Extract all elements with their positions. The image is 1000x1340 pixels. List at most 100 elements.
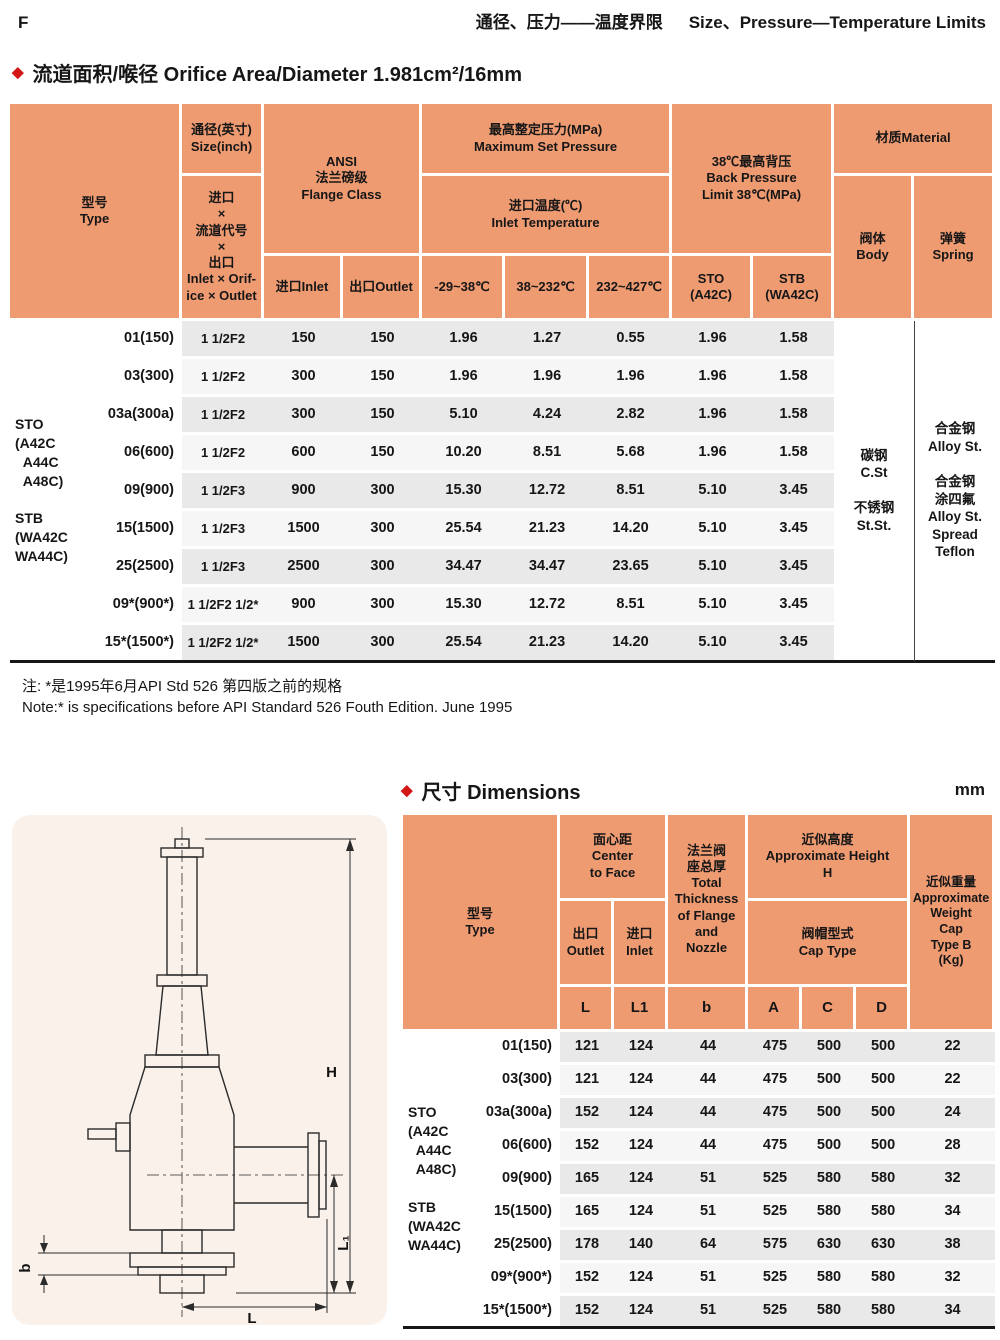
header-temp-range-2: 38~232℃ [505,256,590,321]
header-max-set-pressure: 最高整定压力(MPa) Maximum Set Pressure [422,104,673,176]
data-cell: 475 [748,1131,803,1164]
data-cell: 1 1/2F2 [182,397,265,435]
data-cell: 500 [802,1131,857,1164]
data-cell: 25.54 [422,511,506,549]
data-cell: 152 [560,1098,615,1131]
data-cell: 32 [910,1164,996,1197]
data-cell: 5.10 [672,511,754,549]
data-row: 06(600) 1 1/2F2 600 150 10.20 8.51 5.68 … [10,435,995,473]
data-row: STO (A42C A44C A48C) STB (WA42C WA44C) 0… [403,1032,996,1329]
data-cell: 3.45 [753,511,835,549]
type-cell: 25(2500) [455,1230,561,1263]
data-cell: 15.30 [422,587,506,625]
data-cell: 3.45 [753,587,835,625]
data-cell: 150 [343,397,423,435]
data-cell: 10.20 [422,435,506,473]
data-cell: 525 [748,1296,803,1329]
data-cell: 140 [614,1230,669,1263]
body-material-cell: 碳钢 C.St 不锈钢 St.St. [834,321,915,663]
data-row: 03a(300a) 152 124 44 475 500 500 24 [403,1098,996,1131]
header-inlet: 进口Inlet [264,256,344,321]
data-row: 09*(900*) 152 124 51 525 580 580 32 [403,1263,996,1296]
data-cell: 12.72 [505,473,590,511]
data-cell: 1.96 [672,359,754,397]
data-cell: 630 [802,1230,857,1263]
page-header: F 通径、压力——温度界限 Size、Pressure—Temperature L… [18,8,986,33]
header-spring: 弹簧 Spring [914,176,996,321]
data-cell: 24 [910,1098,996,1131]
data-cell: 124 [614,1098,669,1131]
page-title-cn: 通径、压力——温度界限 [475,13,663,32]
data-row: 25(2500) 178 140 64 575 630 630 38 [403,1230,996,1263]
section2-title-text: 尺寸 Dimensions [421,782,581,804]
header-outlet: 出口Outlet [343,256,423,321]
data-cell: 1500 [264,625,344,663]
data-cell: 8.51 [589,587,673,625]
type-cell: 09*(900*) [455,1263,561,1296]
data-cell: 14.20 [589,511,673,549]
data-row: 06(600) 152 124 44 475 500 500 28 [403,1131,996,1164]
type-cell: 06(600) [88,435,183,473]
section1-title-text: 流道面积/喉径 Orifice Area/Diameter 1.981cm²/1… [32,64,522,86]
data-cell: 1 1/2F3 [182,511,265,549]
table1-notes: 注: *是1995年6月API Std 526 第四版之前的规格 Note:* … [22,676,512,719]
type-cell: 15*(1500*) [455,1296,561,1329]
dim-label-l: L [247,1310,256,1325]
header-approx-weight: 近似重量 Approximate Weight Cap Type B (Kg) [910,815,996,1032]
data-cell: 1.58 [753,435,835,473]
data-cell: 21.23 [505,511,590,549]
data-cell: 575 [748,1230,803,1263]
data-cell: 475 [748,1065,803,1098]
dim-label-l1: L₁ [335,1235,352,1250]
data-cell: 1.96 [672,397,754,435]
data-cell: 121 [560,1065,615,1098]
data-cell: 300 [343,473,423,511]
dim-label-b: b [17,1263,34,1272]
data-cell: 580 [856,1296,911,1329]
data-cell: 1.96 [422,359,506,397]
data-cell: 475 [748,1032,803,1065]
data-cell: 5.10 [672,549,754,587]
data-cell: 1 1/2F2 [182,435,265,473]
data-row: 09(900) 165 124 51 525 580 580 32 [403,1164,996,1197]
page-title-en: Size、Pressure—Temperature Limits [688,13,986,32]
header-temp-range-3: 232~427℃ [589,256,673,321]
header-material: 材质Material [834,104,996,176]
data-cell: 580 [856,1164,911,1197]
header-letter-c: C [802,987,857,1032]
data-cell: 150 [343,321,423,359]
header-letter-a: A [748,987,803,1032]
data-cell: 3.45 [753,625,835,663]
diamond-icon: ◆ [401,782,413,799]
data-cell: 5.10 [672,473,754,511]
note-line-en: Note:* is specifications before API Stan… [22,699,513,717]
pressure-temperature-table: 型号 Type 通径(英寸) Size(inch) ANSI 法兰磅级 Flan… [10,104,996,663]
dimension-l1: L₁ [330,1175,352,1293]
data-cell: 500 [856,1131,911,1164]
valve-diagram-panel: H L₁ L [12,815,387,1325]
data-cell: 150 [343,359,423,397]
header-body: 阀体 Body [834,176,915,321]
dimension-l: L [182,1219,328,1325]
header-letter-b: b [668,987,749,1032]
data-cell: 580 [802,1296,857,1329]
data-cell: 1 1/2F3 [182,549,265,587]
data-cell: 630 [856,1230,911,1263]
header-back-pressure: 38℃最高背压 Back Pressure Limit 38℃(MPa) [672,104,835,256]
data-cell: 34.47 [422,549,506,587]
data-cell: 5.68 [589,435,673,473]
data-cell: 22 [910,1065,996,1098]
data-cell: 300 [264,397,344,435]
data-cell: 300 [343,511,423,549]
data-row: 03(300) 121 124 44 475 500 500 22 [403,1065,996,1098]
page-letter: F [18,13,29,32]
data-cell: 475 [748,1098,803,1131]
data-cell: 500 [856,1098,911,1131]
data-cell: 1.96 [672,435,754,473]
data-cell: 124 [614,1032,669,1065]
data-cell: 28 [910,1131,996,1164]
data-cell: 23.65 [589,549,673,587]
data-row: 03(300) 1 1/2F2 300 150 1.96 1.96 1.96 1… [10,359,995,397]
data-cell: 5.10 [422,397,506,435]
